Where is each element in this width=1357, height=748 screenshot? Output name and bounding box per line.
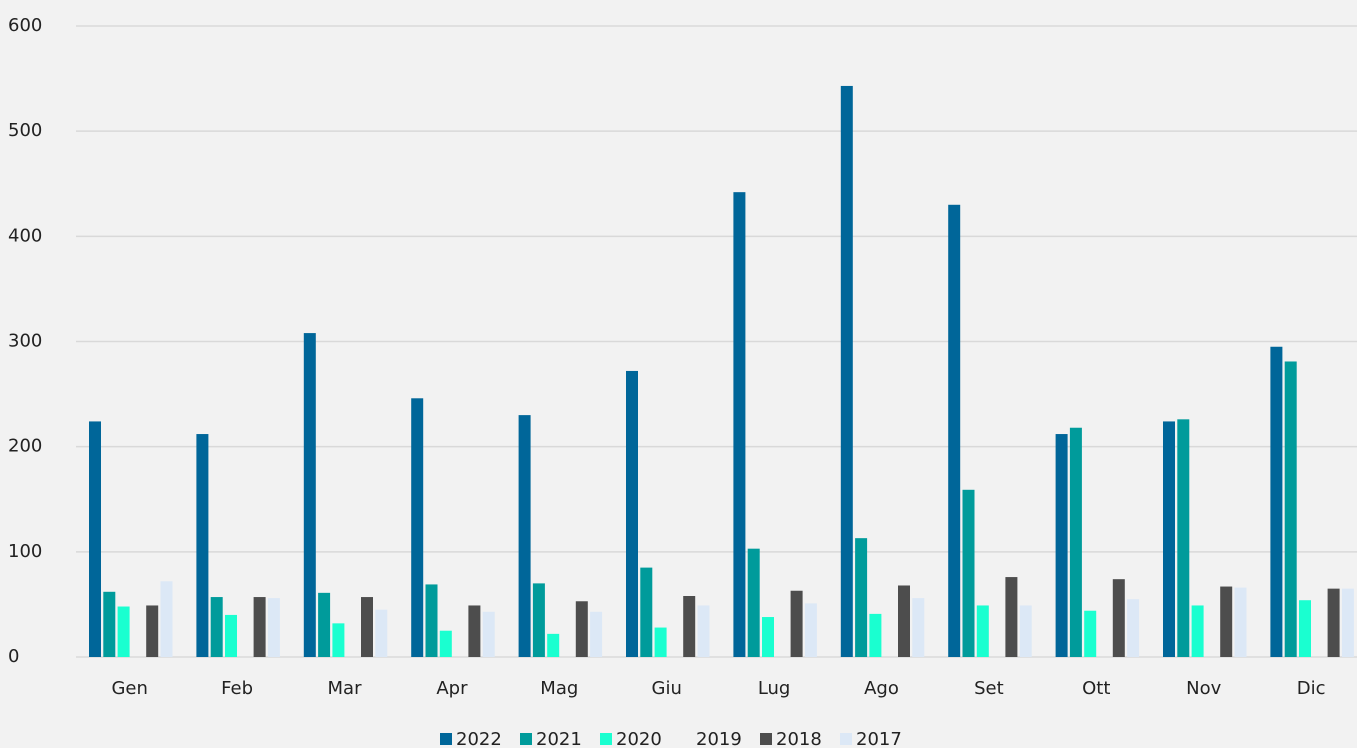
bar: [1284, 361, 1297, 657]
legend-swatch: [840, 733, 852, 745]
bar: [762, 617, 774, 657]
bar: [332, 623, 345, 657]
legend-swatch: [520, 733, 532, 745]
y-tick-label: 500: [8, 120, 42, 141]
bar: [855, 538, 868, 657]
bar: [1005, 577, 1018, 657]
y-tick-label: 300: [8, 331, 42, 352]
bar: [1163, 421, 1175, 657]
bar: [267, 598, 280, 657]
bar: [948, 204, 961, 658]
bar: [361, 597, 373, 657]
x-tick-label: Apr: [436, 678, 468, 699]
bar: [869, 613, 882, 657]
bar: [1084, 610, 1097, 657]
bar: [103, 591, 116, 657]
bar: [1177, 419, 1190, 657]
bar: [425, 584, 438, 657]
y-tick-label: 100: [8, 541, 42, 562]
bar: [518, 415, 531, 657]
bar: [117, 606, 130, 657]
legend-swatch: [760, 733, 772, 745]
legend-label: 2022: [456, 729, 502, 748]
legend-label: 2017: [856, 729, 902, 748]
x-tick-label: Mag: [540, 678, 578, 699]
bar: [318, 592, 331, 657]
bar: [1220, 586, 1233, 657]
bar: [196, 434, 209, 657]
bar: [1112, 579, 1125, 657]
bar: [590, 611, 603, 657]
bar: [1234, 587, 1247, 657]
bar: [1019, 605, 1032, 657]
bar: [210, 597, 223, 657]
bar: [840, 85, 853, 657]
bar: [976, 605, 989, 657]
bar: [253, 597, 266, 657]
legend-label: 2019: [696, 729, 742, 748]
x-tick-label: Dic: [1297, 678, 1326, 699]
bar: [1327, 588, 1340, 657]
bar: [654, 627, 667, 657]
bar: [1299, 600, 1311, 657]
bar: [225, 614, 237, 657]
bar: [1069, 427, 1082, 657]
bar: [411, 398, 424, 657]
legend-swatch: [600, 733, 612, 745]
bar: [1127, 599, 1140, 657]
x-tick-label: Feb: [221, 678, 253, 699]
x-tick-label: Lug: [758, 678, 791, 699]
x-tick-label: Gen: [111, 678, 147, 699]
y-tick-label: 400: [8, 225, 42, 246]
bar: [1270, 346, 1283, 657]
bar: [790, 590, 803, 657]
bar: [626, 370, 638, 657]
bar: [532, 583, 545, 657]
legend-swatch: [440, 733, 452, 745]
bar: [439, 630, 452, 657]
y-tick-label: 200: [8, 436, 42, 457]
legend-label: 2021: [536, 729, 582, 748]
bar: [146, 605, 159, 657]
x-tick-label: Ott: [1082, 678, 1110, 699]
bar: [733, 192, 746, 657]
bar: [697, 605, 710, 657]
bar: [640, 567, 653, 657]
x-tick-label: Ago: [864, 678, 899, 699]
legend-label: 2020: [616, 729, 662, 748]
bar: [962, 489, 975, 657]
y-tick-label: 600: [8, 15, 42, 36]
bar: [160, 581, 173, 657]
bar: [683, 596, 696, 657]
bar: [912, 598, 925, 657]
x-tick-label: Mar: [328, 678, 363, 699]
bar: [375, 609, 388, 657]
x-tick-label: Giu: [652, 678, 682, 699]
x-tick-label: Nov: [1186, 678, 1221, 699]
y-tick-label: 0: [8, 646, 19, 667]
bar: [468, 605, 481, 657]
bar: [1341, 588, 1354, 657]
x-tick-label: Set: [974, 678, 1004, 699]
bar: [804, 603, 817, 657]
bar: [303, 333, 316, 657]
bar: [575, 601, 588, 657]
bar: [898, 585, 910, 657]
bar: [1055, 434, 1068, 657]
bar: [547, 633, 560, 657]
bar: [89, 421, 101, 657]
legend-label: 2018: [776, 729, 822, 748]
bar: [747, 548, 760, 657]
bar: [1191, 605, 1204, 657]
bar: [482, 611, 495, 657]
legend-swatch: [680, 733, 692, 745]
